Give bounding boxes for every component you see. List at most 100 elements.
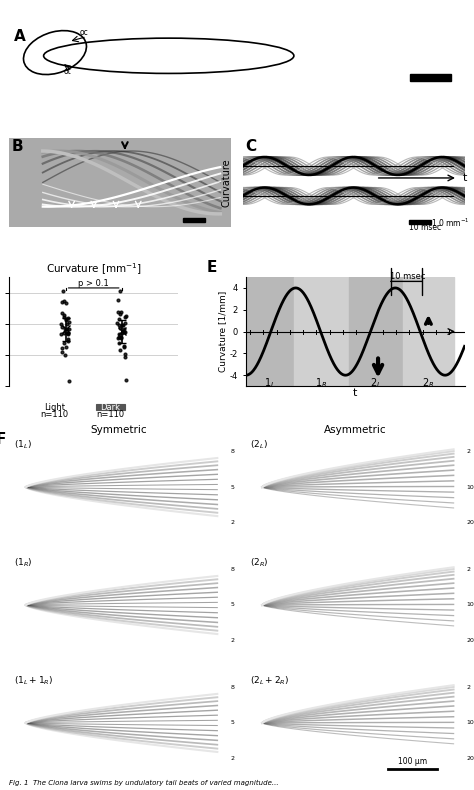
Text: 10 msec: 10 msec	[409, 224, 441, 232]
Point	[65, 322, 73, 335]
Point	[58, 322, 65, 334]
Point	[62, 296, 70, 309]
Text: 1.0 mm$^{-1}$: 1.0 mm$^{-1}$	[431, 216, 470, 229]
Point	[122, 309, 129, 322]
Point	[60, 295, 68, 307]
Point	[63, 314, 70, 327]
Point	[62, 349, 69, 362]
Text: ot: ot	[64, 66, 72, 76]
Point	[61, 309, 68, 322]
Point	[58, 341, 66, 354]
Point	[60, 284, 67, 297]
Point	[62, 313, 70, 325]
Point	[122, 374, 129, 386]
Point	[64, 335, 72, 348]
Point	[121, 310, 129, 323]
Text: oc: oc	[80, 28, 89, 37]
Text: 2: 2	[230, 756, 235, 762]
Point	[114, 332, 122, 344]
Text: Curvature: Curvature	[221, 158, 231, 207]
Bar	[40, 404, 68, 410]
Title: Symmetric: Symmetric	[91, 425, 147, 435]
Point	[64, 333, 72, 346]
Point	[118, 327, 126, 340]
Text: 20: 20	[467, 521, 474, 525]
Text: 2: 2	[467, 566, 471, 572]
Text: $2_R$: $2_R$	[422, 376, 435, 389]
Point	[116, 343, 124, 356]
Text: F: F	[0, 432, 6, 447]
Text: 10: 10	[467, 603, 474, 608]
Point	[117, 330, 125, 343]
Point	[63, 322, 71, 335]
Text: $1_R$: $1_R$	[315, 376, 328, 389]
Point	[65, 315, 73, 328]
Y-axis label: Curvature [1/mm]: Curvature [1/mm]	[218, 291, 227, 372]
Title: Asymmetric: Asymmetric	[324, 425, 386, 435]
Bar	[246, 277, 294, 386]
Text: 8: 8	[230, 449, 234, 453]
Point	[113, 317, 121, 329]
Title: Curvature [mm$^{-1}$]: Curvature [mm$^{-1}$]	[46, 261, 142, 276]
Text: E: E	[206, 260, 217, 275]
Bar	[409, 220, 431, 224]
Point	[115, 337, 122, 350]
Point	[62, 341, 69, 354]
Bar	[348, 277, 403, 386]
Text: 2: 2	[230, 638, 235, 643]
Bar	[97, 404, 125, 410]
Point	[117, 331, 125, 344]
Point	[121, 323, 128, 336]
Point	[116, 312, 123, 325]
Point	[63, 326, 71, 339]
Text: n=110: n=110	[96, 411, 125, 419]
X-axis label: t: t	[353, 388, 357, 397]
Point	[64, 326, 72, 339]
Point	[63, 318, 71, 330]
Text: 5: 5	[230, 484, 234, 490]
Text: Fig. 1  The Ciona larva swims by undulatory tail beats of varied magnitude...: Fig. 1 The Ciona larva swims by undulato…	[9, 780, 279, 786]
Text: $(2_L)$: $(2_L)$	[250, 439, 268, 451]
Point	[121, 351, 129, 363]
Text: Dark: Dark	[100, 403, 120, 412]
Text: 10 msec: 10 msec	[390, 272, 425, 280]
Text: 8: 8	[230, 684, 234, 690]
Text: $2_L$: $2_L$	[370, 376, 382, 389]
Text: p > 0.1: p > 0.1	[78, 279, 109, 288]
Text: $(2_L+2_R)$: $(2_L+2_R)$	[250, 675, 290, 687]
Point	[116, 328, 123, 340]
Text: $(1_L+1_R)$: $(1_L+1_R)$	[14, 675, 53, 687]
Text: $(1_R)$: $(1_R)$	[14, 557, 33, 570]
Point	[64, 311, 72, 324]
Point	[57, 318, 65, 330]
Text: 2: 2	[230, 521, 235, 525]
Text: 20: 20	[467, 638, 474, 643]
Bar	[403, 277, 454, 386]
Point	[58, 307, 65, 320]
Text: n=110: n=110	[40, 411, 68, 419]
Point	[58, 295, 66, 308]
Point	[121, 341, 128, 354]
Text: 5: 5	[230, 603, 234, 608]
Text: Light: Light	[44, 403, 65, 412]
Point	[64, 328, 71, 340]
Point	[115, 306, 122, 318]
Point	[120, 325, 128, 338]
Point	[119, 318, 127, 331]
Point	[60, 337, 68, 350]
Point	[114, 294, 122, 307]
Text: 10: 10	[467, 720, 474, 725]
Point	[115, 318, 123, 331]
Point	[58, 346, 66, 359]
Point	[116, 322, 124, 334]
Point	[121, 340, 128, 352]
Bar	[294, 277, 348, 386]
Point	[118, 319, 126, 332]
Text: 8: 8	[230, 566, 234, 572]
Text: t: t	[462, 173, 467, 183]
Point	[65, 375, 73, 388]
Text: 20: 20	[467, 756, 474, 762]
Point	[117, 306, 125, 318]
Point	[60, 310, 68, 323]
Text: $(2_R)$: $(2_R)$	[250, 557, 269, 570]
